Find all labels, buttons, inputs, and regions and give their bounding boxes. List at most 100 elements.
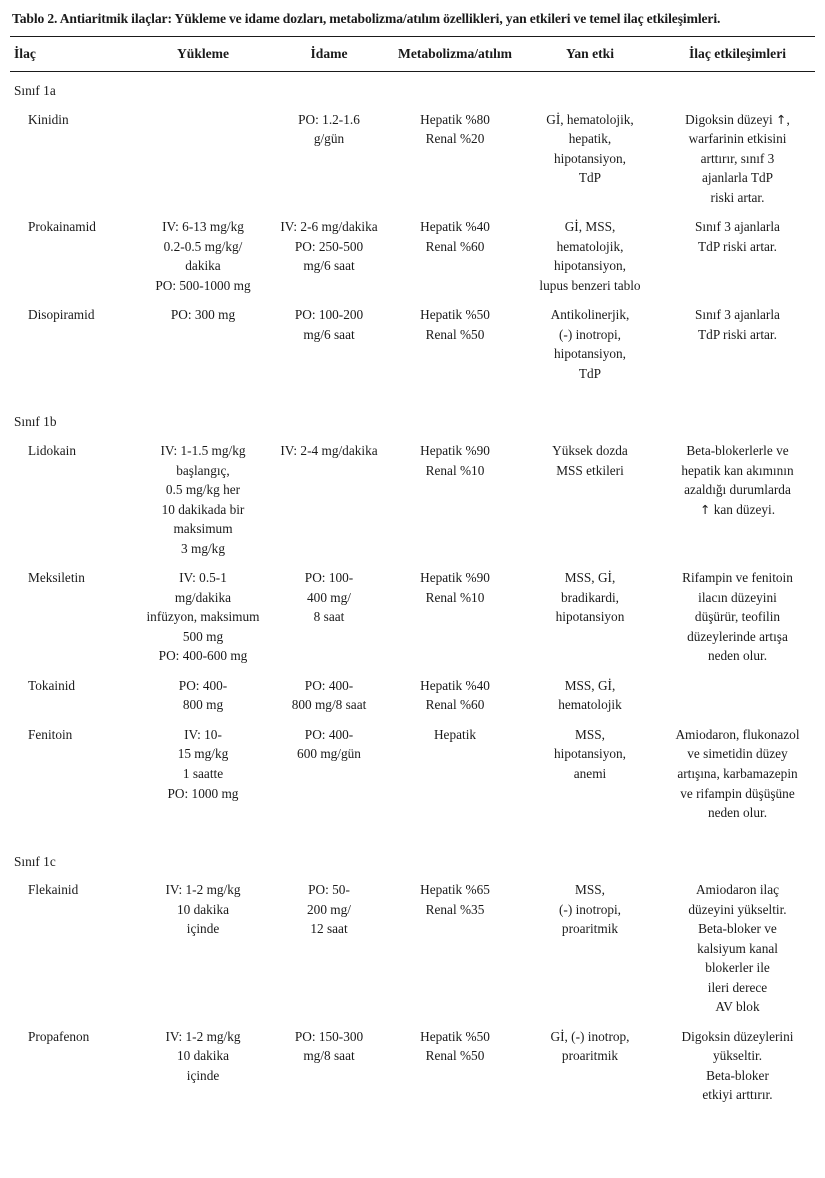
cell-line: 0.5 mg/kg her [165,482,241,498]
side-effects-cell: Gİ, (-) inotrop, proaritmik [520,1025,660,1105]
cell-line: Gİ, hematolojik, [546,111,634,127]
maintenance-dose-cell: PO: 100- 400 mg/8 saat [268,566,390,666]
row-spacer [10,666,815,674]
drug-interactions-cell: Digoksin düzeyi ↑, warfarinin etkisini art… [660,108,815,208]
cell-line: Hepatik %50 [420,307,490,323]
cell-line: 600 mg/gün [297,746,361,762]
cell-line: hipotansiyon, [553,150,627,166]
loading-dose-cell: IV: 1-2 mg/kg 10 dakika içinde [138,878,268,1017]
column-header-drug: İlaç [14,46,36,62]
drug-name-cell: Disopiramid [28,307,95,323]
cell-line: PO: 400-600 mg [158,648,248,664]
cell-line: hipotansiyon, [553,258,627,274]
metabolism-cell: Hepatik %50 Renal %50 [390,1025,520,1105]
cell-line: Gİ, (-) inotrop, [550,1028,630,1044]
cell-line: Digoksin düzeylerini [681,1028,794,1044]
cell-line: TdP riski artar. [698,326,777,342]
row-spacer-cell [10,823,815,843]
drug-interactions-cell: Sınıf 3 ajanlarla TdP riski artar. [660,215,815,295]
cell-line: Renal %35 [425,901,485,917]
cell-line: Hepatik %90 [420,570,490,586]
cell-line: dakika [185,258,221,274]
column-header-loading-dose: Yükleme [176,46,230,62]
drug-name-cell: Prokainamid [28,219,96,235]
cell-line: düzeyini yükseltir. [688,901,787,917]
cell-line: Renal %60 [425,238,485,254]
loading-dose-cell: IV: 6-13 mg/kg 0.2-0.5 mg/kg/dakika PO: 50… [138,215,268,295]
cell-line: 10 dakika [176,901,230,917]
drug-class-row: Sınıf 1b [10,403,815,439]
table-row: Kinidin PO: 1.2-1.6 g/gün Hepatik %80 Renal … [10,108,815,208]
column-header-metabolism-excretion: Metabolizma/atılım [397,46,512,62]
cell-line: maksimum [173,521,233,537]
cell-line: MSS, [575,882,605,898]
drug-class-label: Sınıf 1b [14,414,57,430]
cell-line: başlangıç, [176,462,230,478]
row-spacer [10,383,815,403]
metabolism-cell: Hepatik %40 Renal %60 [390,215,520,295]
cell-line: ve simetidin düzey [687,746,788,762]
cell-line: TdP riski artar. [698,238,777,254]
metabolism-cell: Hepatik %80 Renal %20 [390,108,520,208]
cell-line: Antikolinerjik, [550,307,630,323]
cell-line: düzeylerinde artışa [687,628,788,644]
cell-line: MSS, Gİ, [564,570,616,586]
cell-line: proaritmik [561,921,619,937]
cell-line: etkiyi arttırır. [702,1087,773,1103]
table-body: Sınıf 1a Kinidin PO: 1.2-1.6 g/gün Hepatik %… [10,72,815,1105]
row-spacer-cell [10,295,815,303]
side-effects-cell: Gİ, hematolojik, hepatik, hipotansiyon, TdP [520,108,660,208]
table-header-row: İlaç Yükleme İdame Metabolizma/atılım Ya… [10,37,815,72]
cell-line: mg/6 saat [303,326,355,342]
side-effects-cell: MSS, hipotansiyon, anemi [520,723,660,823]
drug-name-cell: Kinidin [28,111,69,127]
cell-line: PO: 150-300 [294,1028,364,1044]
row-spacer-cell [10,207,815,215]
cell-line: IV: 0.5-1 [179,570,227,586]
maintenance-dose-cell: IV: 2-4 mg/dakika [268,439,390,558]
cell-line: hepatik, [568,131,612,147]
cell-line: PO: 400- [304,677,354,693]
cell-line: IV: 10- [184,726,222,742]
cell-line: PO: 50- [308,882,350,898]
side-effects-cell: Yüksek dozda MSS etkileri [520,439,660,558]
loading-dose-cell: IV: 1-2 mg/kg 10 dakika içinde [138,1025,268,1105]
drug-interactions-cell: Beta-blokerlerle ve hepatik kan akımının a… [660,439,815,558]
cell-line: hepatik kan akımının [681,462,794,478]
cell-line: 10 dakika [176,1048,230,1064]
cell-line: Digoksin düzeyi ↑, [685,111,790,127]
table-header: İlaç Yükleme İdame Metabolizma/atılım Ya… [10,37,815,72]
cell-line: infüzyon, maksimum [146,609,260,625]
cell-line: Yüksek dozda [552,443,628,458]
cell-line: MSS etkileri [556,462,624,478]
cell-line: Renal %60 [425,697,485,713]
table-top-rule [10,36,815,38]
cell-line: PO: 100- [304,570,354,586]
cell-line: neden olur. [707,805,768,821]
cell-line: 400 mg/ [307,589,351,605]
metabolism-cell: Hepatik %65 Renal %35 [390,878,520,1017]
cell-line: lupus benzeri tablo [539,277,641,293]
table-row: Meksiletin IV: 0.5-1 mg/dakika infüzyon, ma… [10,566,815,666]
maintenance-dose-cell: PO: 50- 200 mg/12 saat [268,878,390,1017]
cell-line: warfarinin etkisini [688,131,787,147]
cell-line: arttırır, sınıf 3 [700,150,775,166]
cell-line: mg/8 saat [303,1048,355,1064]
cell-line: Beta-bloker [706,1067,769,1083]
cell-line: Hepatik [433,726,477,742]
cell-line: PO: 500-1000 mg [155,277,251,293]
table-row: Disopiramid PO: 300 mg PO: 100-200 mg/6 saa… [10,303,815,383]
cell-line: mg/6 saat [303,258,355,274]
maintenance-dose-cell: PO: 150-300 mg/8 saat [268,1025,390,1105]
cell-line: Rifampin ve fenitoin [682,570,793,586]
drug-class-row: Sınıf 1c [10,843,815,879]
cell-line: Sınıf 3 ajanlarla [695,219,780,235]
drug-class-label: Sınıf 1a [14,83,56,99]
row-spacer [10,715,815,723]
column-header-maintenance-dose: İdame [310,46,348,62]
cell-line: IV: 1-2 mg/kg [165,882,241,898]
row-spacer [10,207,815,215]
cell-line: ajanlarla TdP [701,170,774,186]
cell-line: PO: 1000 mg [167,785,239,801]
cell-line: 3 mg/kg [181,540,225,556]
